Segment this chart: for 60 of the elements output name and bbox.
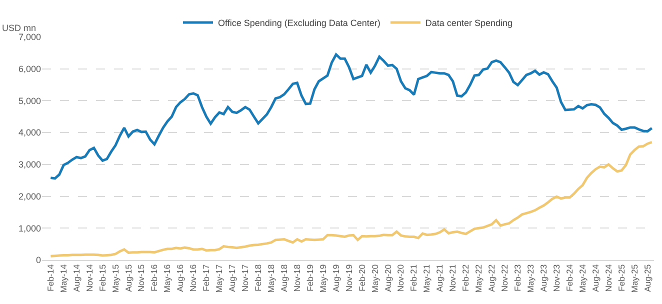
legend-label: Office Spending (Excluding Data Center): [218, 18, 380, 28]
x-tick-label: May-15: [110, 264, 120, 293]
x-tick-label: Aug-15: [123, 264, 134, 292]
x-tick-label: Nov-24: [603, 264, 614, 292]
x-tick-label: Nov-20: [396, 264, 406, 292]
y-tick-label: 4,000: [18, 128, 41, 138]
x-tick-label: Aug-23: [538, 264, 548, 292]
x-tick-label: May-22: [474, 264, 484, 293]
x-tick-label: Nov-22: [500, 264, 510, 292]
y-tick-label: 5,000: [18, 96, 41, 106]
x-tick-label: Nov-17: [240, 264, 250, 292]
x-tick-label: Aug-18: [278, 264, 289, 292]
x-tick-label: May-24: [577, 264, 588, 293]
y-tick-label: 0: [36, 255, 41, 266]
x-tick-label: Feb-20: [356, 264, 367, 292]
x-tick-label: Feb-17: [201, 264, 212, 292]
x-tick-label: Feb-25: [616, 264, 626, 292]
x-tick-label: Feb-16: [149, 264, 160, 292]
x-tick-label: Aug-19: [330, 264, 341, 292]
x-tick-label: May-23: [525, 264, 536, 293]
x-tick-label: Aug-24: [590, 264, 600, 292]
y-tick-label: 2,000: [18, 191, 41, 202]
x-tick-label: Nov-14: [84, 264, 94, 292]
x-tick-label: May-14: [58, 264, 68, 293]
x-tick-label: Aug-16: [175, 264, 186, 292]
x-tick-label: Feb-15: [97, 264, 108, 292]
line-series: [49, 53, 654, 180]
x-tick-label: May-25: [629, 264, 640, 293]
y-tick-label: 6,000: [18, 64, 41, 74]
x-tick-label: Aug-21: [434, 264, 445, 292]
x-tick-label: May-20: [370, 264, 380, 293]
x-tick-label: Nov-16: [188, 264, 198, 292]
x-tick-label: Aug-14: [71, 264, 82, 292]
x-tick-label: Nov-15: [136, 264, 146, 292]
x-tick-label: Aug-20: [382, 264, 393, 292]
y-tick-label: 1,000: [18, 223, 41, 234]
x-tick-label: Feb-18: [253, 264, 264, 292]
x-tick-label: Nov-21: [448, 264, 458, 292]
y-tick-label: 3,000: [18, 160, 41, 170]
x-tick-label: Feb-19: [304, 264, 315, 292]
x-tick-label: Feb-14: [45, 264, 56, 292]
y-tick-label: 7,000: [18, 32, 41, 42]
x-tick-label: May-19: [318, 264, 328, 293]
x-tick-label: Feb-24: [564, 264, 574, 292]
x-tick-label: May-16: [162, 264, 172, 293]
x-tick-label: Feb-21: [408, 264, 419, 292]
x-tick-label: Nov-23: [551, 264, 562, 292]
x-tick-label: Nov-19: [344, 264, 354, 292]
x-tick-label: Aug-25: [642, 264, 652, 292]
x-tick-label: Aug-17: [227, 264, 238, 292]
x-tick-label: May-17: [214, 264, 224, 293]
x-tick-label: Aug-22: [486, 264, 497, 292]
y-axis-title: USD mn: [2, 23, 36, 33]
legend-label: Data center Spending: [425, 18, 512, 28]
x-tick-label: May-21: [422, 264, 432, 293]
line-series: [49, 140, 654, 258]
x-tick-label: Feb-23: [512, 264, 523, 292]
x-tick-label: May-18: [266, 264, 276, 293]
x-tick-label: Feb-22: [460, 264, 471, 292]
x-tick-label: Nov-18: [292, 264, 302, 292]
